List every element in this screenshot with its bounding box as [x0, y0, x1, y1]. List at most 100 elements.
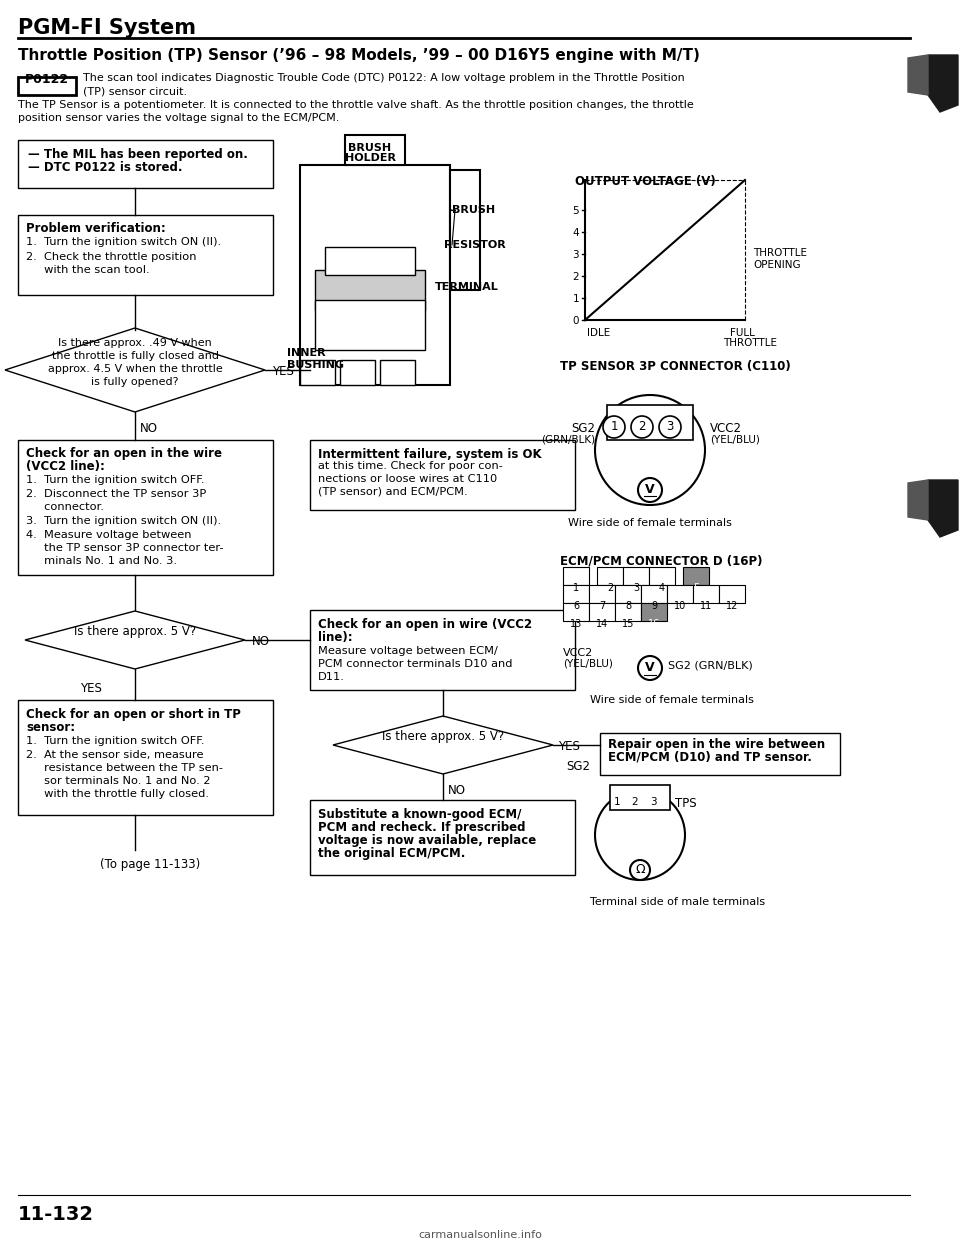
Text: SG2: SG2 — [566, 760, 590, 773]
Text: The scan tool indicates Diagnostic Trouble Code (DTC) P0122: A low voltage probl: The scan tool indicates Diagnostic Troub… — [83, 73, 684, 83]
Circle shape — [659, 416, 681, 438]
Bar — [600, 733, 840, 775]
Polygon shape — [908, 55, 928, 94]
Bar — [589, 604, 615, 621]
Bar — [589, 585, 615, 604]
Text: 3: 3 — [633, 582, 639, 592]
Text: VCC2: VCC2 — [710, 422, 742, 435]
Text: 2.  Check the throttle position: 2. Check the throttle position — [26, 252, 197, 262]
Text: 5: 5 — [572, 206, 579, 216]
Polygon shape — [333, 715, 553, 774]
Bar — [641, 604, 667, 621]
Text: TP SENSOR 3P CONNECTOR (C110): TP SENSOR 3P CONNECTOR (C110) — [560, 360, 791, 373]
Bar — [563, 604, 589, 621]
Polygon shape — [5, 328, 265, 412]
Text: 2: 2 — [632, 797, 638, 807]
Text: Wire side of female terminals: Wire side of female terminals — [568, 518, 732, 528]
Text: V: V — [645, 661, 655, 674]
Text: THROTTLE: THROTTLE — [753, 248, 807, 258]
Text: PGM-FI System: PGM-FI System — [18, 17, 196, 39]
Text: P0122: P0122 — [25, 73, 69, 86]
Text: 1.  Turn the ignition switch ON (II).: 1. Turn the ignition switch ON (II). — [26, 237, 221, 247]
Text: Intermittent failure, system is OK: Intermittent failure, system is OK — [318, 448, 541, 461]
Bar — [300, 165, 450, 385]
Text: 14: 14 — [596, 619, 608, 628]
Text: NO: NO — [140, 422, 158, 435]
Text: the original ECM/PCM.: the original ECM/PCM. — [318, 847, 466, 859]
Text: BRUSH: BRUSH — [452, 205, 495, 215]
Bar — [607, 405, 693, 440]
Text: IDLE: IDLE — [587, 328, 611, 338]
Bar — [18, 440, 273, 575]
Text: 4.  Measure voltage between: 4. Measure voltage between — [26, 530, 191, 540]
Text: Problem verification:: Problem verification: — [26, 222, 166, 235]
Text: 8: 8 — [625, 601, 631, 611]
Text: 1: 1 — [573, 582, 579, 592]
Text: Throttle Position (TP) Sensor (’96 – 98 Models, ’99 – 00 D16Y5 engine with M/T): Throttle Position (TP) Sensor (’96 – 98 … — [18, 48, 700, 63]
Text: V: V — [645, 483, 655, 496]
Text: with the scan tool.: with the scan tool. — [26, 265, 150, 274]
Text: BUSHING: BUSHING — [287, 360, 344, 370]
Text: PCM connector terminals D10 and: PCM connector terminals D10 and — [318, 660, 513, 669]
Circle shape — [638, 656, 662, 681]
Text: 0: 0 — [572, 315, 579, 325]
Text: nections or loose wires at C110: nections or loose wires at C110 — [318, 474, 497, 484]
Bar — [623, 568, 649, 585]
Bar — [563, 568, 589, 585]
Text: 1.  Turn the ignition switch OFF.: 1. Turn the ignition switch OFF. — [26, 737, 204, 746]
Text: Wire side of female terminals: Wire side of female terminals — [590, 696, 754, 705]
Text: at this time. Check for poor con-: at this time. Check for poor con- — [318, 461, 503, 471]
Circle shape — [595, 395, 705, 505]
Text: with the throttle fully closed.: with the throttle fully closed. — [26, 789, 209, 799]
Text: the throttle is fully closed and: the throttle is fully closed and — [52, 351, 219, 361]
Text: — DTC P0122 is stored.: — DTC P0122 is stored. — [28, 161, 182, 174]
Text: Check for an open in wire (VCC2: Check for an open in wire (VCC2 — [318, 619, 532, 631]
Text: BRUSH: BRUSH — [348, 143, 392, 153]
Text: 2: 2 — [572, 272, 579, 282]
Text: (TP) sensor circuit.: (TP) sensor circuit. — [83, 86, 187, 96]
Text: INNER: INNER — [287, 348, 325, 358]
Text: NO: NO — [252, 635, 270, 648]
Text: The TP Sensor is a potentiometer. It is connected to the throttle valve shaft. A: The TP Sensor is a potentiometer. It is … — [18, 101, 694, 111]
Bar — [18, 700, 273, 815]
Text: (To page 11-133): (To page 11-133) — [100, 858, 201, 871]
Bar — [18, 140, 273, 188]
Text: 3: 3 — [666, 420, 674, 433]
Bar — [615, 585, 641, 604]
Text: 3: 3 — [650, 797, 657, 807]
Text: (GRN/BLK): (GRN/BLK) — [540, 433, 595, 443]
Text: 9: 9 — [651, 601, 657, 611]
Bar — [315, 301, 425, 350]
Text: TPS: TPS — [675, 797, 697, 810]
Text: 13: 13 — [570, 619, 582, 628]
Text: D11.: D11. — [318, 672, 345, 682]
Text: VCC2: VCC2 — [563, 648, 593, 658]
Bar — [310, 610, 575, 691]
Text: line):: line): — [318, 631, 352, 645]
Text: minals No. 1 and No. 3.: minals No. 1 and No. 3. — [26, 556, 177, 566]
Text: approx. 4.5 V when the throttle: approx. 4.5 V when the throttle — [48, 364, 223, 374]
Bar — [683, 568, 709, 585]
Bar — [345, 135, 405, 165]
Bar — [641, 585, 667, 604]
Text: 4: 4 — [659, 582, 665, 592]
Bar — [310, 800, 575, 876]
Text: sor terminals No. 1 and No. 2: sor terminals No. 1 and No. 2 — [26, 776, 210, 786]
Text: 2.  Disconnect the TP sensor 3P: 2. Disconnect the TP sensor 3P — [26, 489, 206, 499]
Circle shape — [638, 478, 662, 502]
Circle shape — [630, 859, 650, 881]
Text: 5: 5 — [693, 582, 699, 592]
Text: Substitute a known-good ECM/: Substitute a known-good ECM/ — [318, 809, 521, 821]
Text: sensor:: sensor: — [26, 722, 75, 734]
Text: Check for an open in the wire: Check for an open in the wire — [26, 447, 222, 460]
Text: 12: 12 — [726, 601, 738, 611]
Bar — [18, 215, 273, 296]
Bar — [610, 785, 670, 810]
Text: (TP sensor) and ECM/PCM.: (TP sensor) and ECM/PCM. — [318, 487, 468, 497]
Text: 16: 16 — [648, 619, 660, 628]
Text: THROTTLE: THROTTLE — [723, 338, 777, 348]
Polygon shape — [25, 611, 245, 669]
Text: 4: 4 — [572, 229, 579, 238]
Text: 3: 3 — [572, 250, 579, 260]
Bar — [315, 270, 425, 310]
